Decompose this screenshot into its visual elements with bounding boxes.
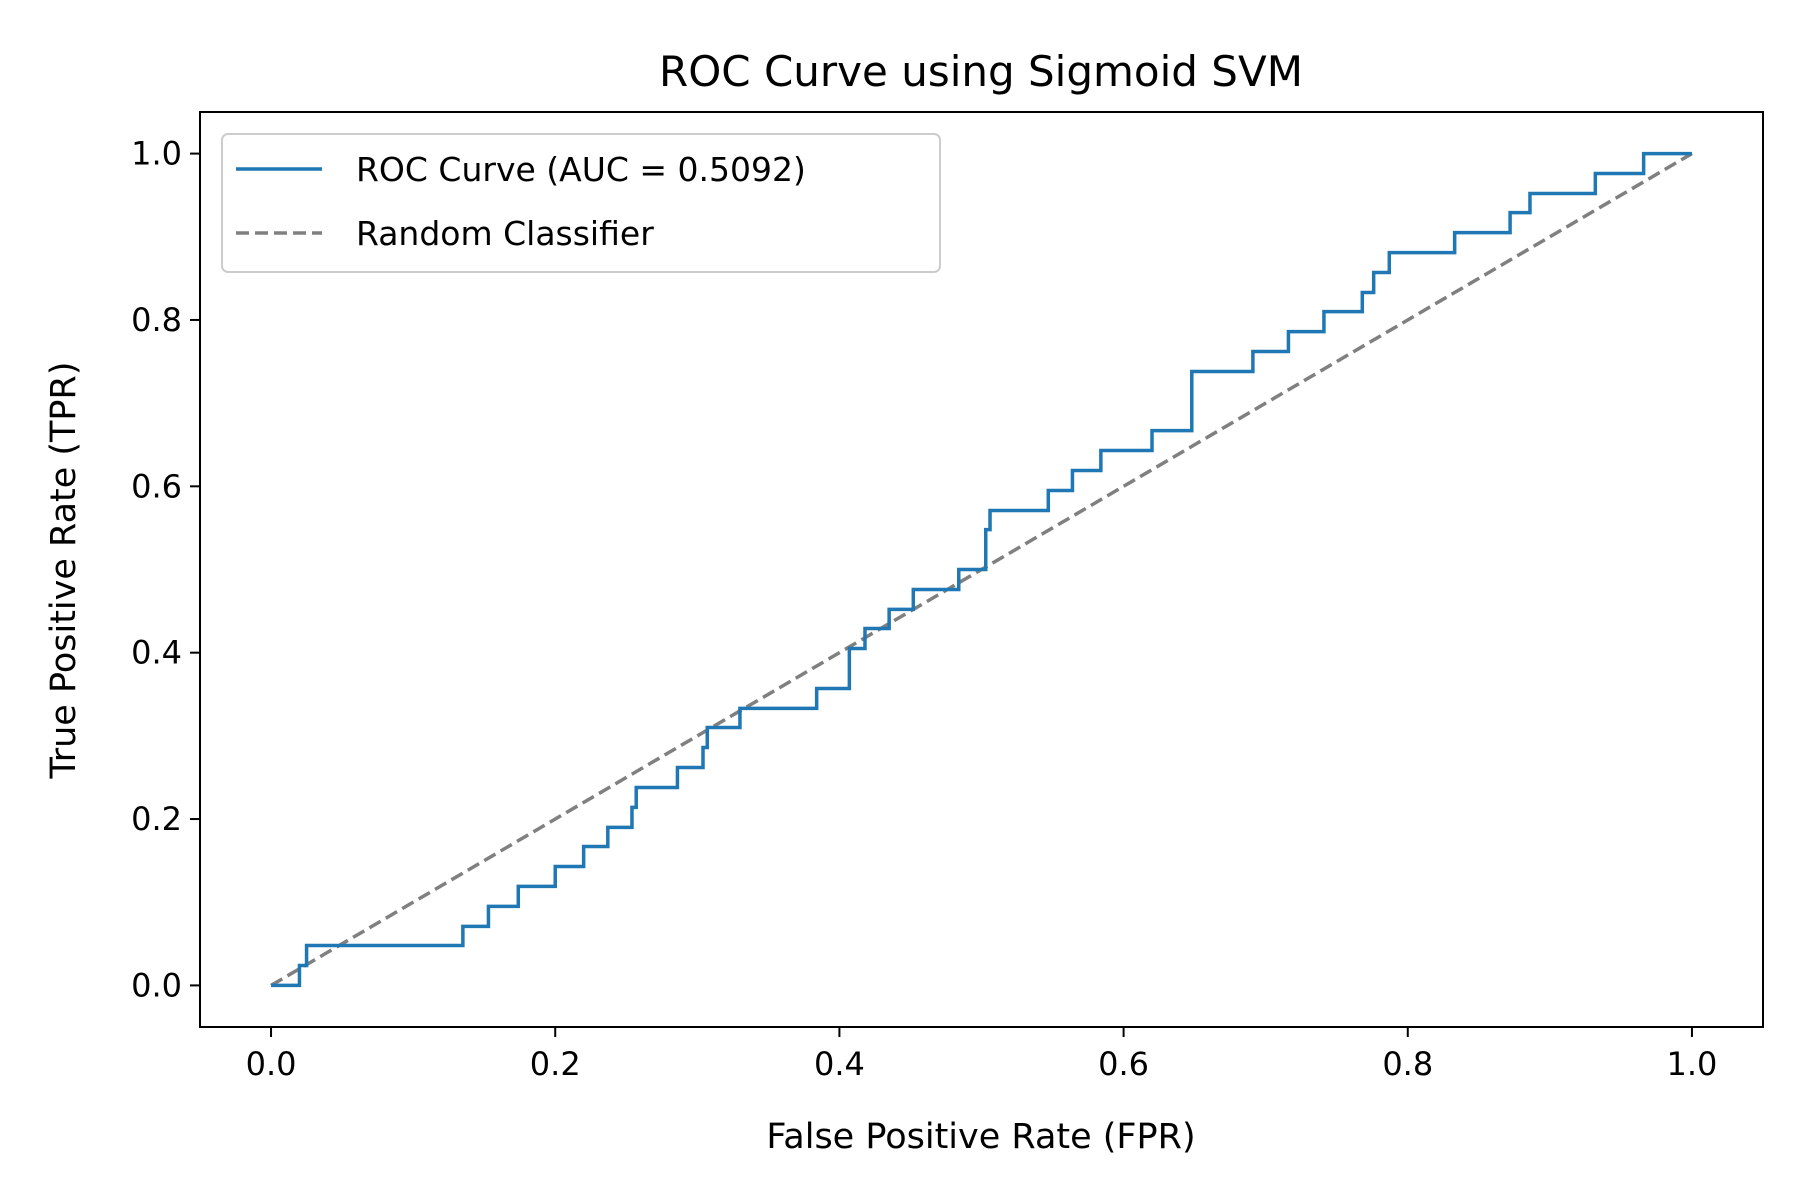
legend-label-roc: ROC Curve (AUC = 0.5092): [356, 150, 806, 189]
legend: ROC Curve (AUC = 0.5092) Random Classifi…: [221, 133, 941, 273]
plot-frame: [199, 111, 1764, 1028]
y-tick-label: 0.8: [131, 301, 182, 339]
series-layer: [270, 151, 1693, 988]
chart-title: ROC Curve using Sigmoid SVM: [659, 47, 1303, 96]
y-tick-label: 1.0: [131, 135, 182, 173]
x-tick-label: 0.2: [530, 1045, 581, 1083]
y-tick-label: 0.4: [131, 634, 182, 672]
y-tick-label: 0.6: [131, 467, 182, 505]
x-tick-label: 1.0: [1667, 1045, 1718, 1083]
x-tick-label: 0.8: [1382, 1045, 1433, 1083]
roc-curve-line: [271, 151, 1692, 988]
y-tick-label: 0.2: [131, 800, 182, 838]
legend-box: [221, 133, 941, 273]
x-axis: 0.0 0.2 0.4 0.6 0.8 1.0: [246, 1027, 1718, 1083]
legend-label-random: Random Classifier: [356, 214, 654, 253]
x-tick-label: 0.0: [246, 1045, 297, 1083]
y-axis-label: True Positive Rate (TPR): [44, 361, 84, 779]
x-axis-label: False Positive Rate (FPR): [766, 1117, 1195, 1157]
y-axis: 0.0 0.2 0.4 0.6 0.8 1.0: [131, 135, 200, 1004]
x-tick-label: 0.4: [814, 1045, 865, 1083]
y-tick-label: 0.0: [131, 966, 182, 1004]
x-tick-label: 0.6: [1098, 1045, 1149, 1083]
